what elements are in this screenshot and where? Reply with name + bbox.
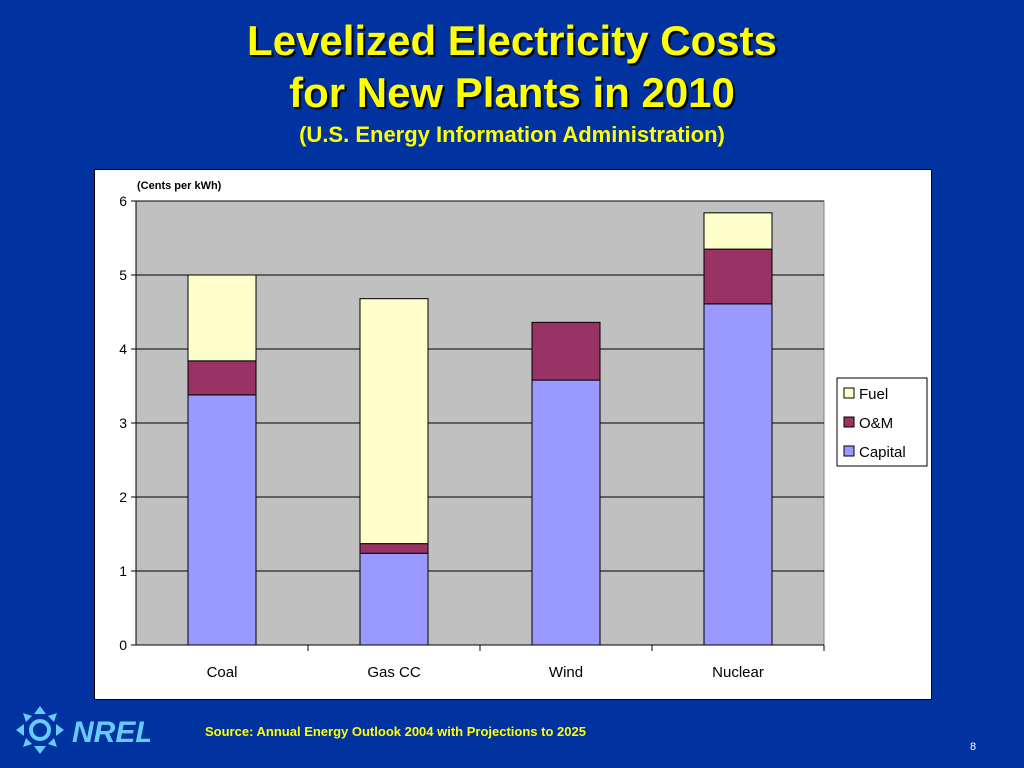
legend-swatch	[843, 416, 855, 428]
slide-title-line2: for New Plants in 2010	[289, 69, 735, 116]
chart-frame: 0 1 2 3 4 5 6 (Cents per kWh) Coal Gas CC Wind Nucl…	[94, 169, 932, 700]
bar-capital-coal	[187, 394, 257, 646]
bar-fuel-coal	[187, 274, 257, 362]
nrel-wordmark: NREL	[72, 716, 150, 749]
y-tick-label: 6	[119, 193, 127, 209]
x-tick-label: Gas CC	[367, 664, 421, 681]
legend-swatch	[843, 387, 855, 399]
bar-capital-gas-cc	[359, 552, 429, 646]
unit-label: (Cents per kWh)	[137, 180, 222, 192]
y-tick-label: 5	[119, 267, 127, 283]
bar-om-nuclear	[703, 248, 773, 305]
chart: 0 1 2 3 4 5 6 (Cents per kWh) Coal Gas CC Wind Nucl…	[119, 180, 928, 681]
y-tick-label: 3	[119, 415, 127, 431]
bar-om-coal	[187, 360, 257, 396]
bar-fuel-gas-cc	[359, 298, 429, 545]
x-tick-label: Nuclear	[712, 664, 764, 681]
y-tick-label: 2	[119, 489, 127, 505]
slide-subtitle: (U.S. Energy Information Administration)	[299, 122, 725, 147]
y-tick-label: 4	[119, 341, 127, 357]
legend-label: O&M	[859, 415, 893, 432]
y-tick-label: 0	[119, 637, 127, 653]
slide-title-line1: Levelized Electricity Costs	[247, 17, 777, 64]
x-tick-label: Wind	[549, 664, 583, 681]
x-tick-label: Coal	[207, 664, 238, 681]
legend-label: Fuel	[859, 386, 888, 403]
bar-om-wind	[531, 321, 601, 381]
source-note: Source: Annual Energy Outlook 2004 with …	[205, 724, 586, 739]
legend-label: Capital	[859, 444, 906, 461]
y-tick-label: 1	[119, 563, 127, 579]
bar-capital-nuclear	[703, 303, 773, 646]
nrel-logo: NREL	[16, 706, 150, 754]
sun-emblem-icon	[16, 706, 64, 754]
bar-om-gas-cc	[359, 543, 429, 554]
legend-swatch	[843, 445, 855, 457]
page-number: 8	[970, 741, 977, 753]
bar-capital-wind	[531, 379, 601, 646]
bar-fuel-nuclear	[703, 212, 773, 250]
